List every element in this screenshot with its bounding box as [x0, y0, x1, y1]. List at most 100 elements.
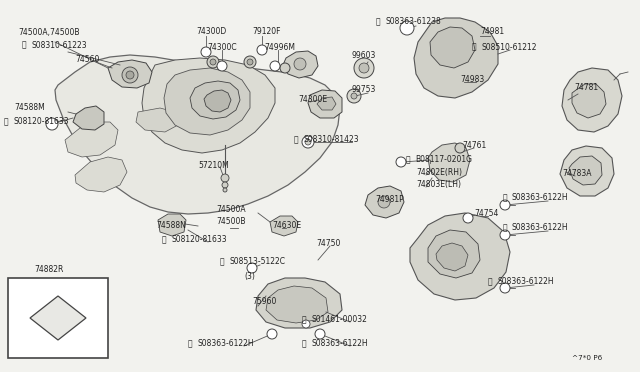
- Circle shape: [294, 58, 306, 70]
- Polygon shape: [428, 143, 470, 182]
- Circle shape: [46, 118, 58, 130]
- Circle shape: [217, 61, 227, 71]
- Circle shape: [378, 196, 390, 208]
- Circle shape: [267, 329, 277, 339]
- Polygon shape: [108, 60, 152, 88]
- Polygon shape: [308, 90, 342, 118]
- Text: 74754: 74754: [474, 208, 499, 218]
- Text: Ⓢ: Ⓢ: [302, 340, 307, 349]
- Polygon shape: [410, 213, 510, 300]
- Polygon shape: [136, 108, 178, 132]
- Circle shape: [396, 157, 406, 167]
- Polygon shape: [256, 278, 342, 328]
- Text: S08120-81633: S08120-81633: [13, 118, 68, 126]
- Text: Ⓢ: Ⓢ: [294, 135, 299, 144]
- Circle shape: [347, 89, 361, 103]
- Text: 74803E(LH): 74803E(LH): [416, 180, 461, 189]
- Text: 99603: 99603: [352, 51, 376, 61]
- Circle shape: [359, 63, 369, 73]
- Text: 74560: 74560: [75, 55, 99, 64]
- Text: S08310-81423: S08310-81423: [303, 135, 358, 144]
- Circle shape: [455, 143, 465, 153]
- Circle shape: [221, 174, 229, 182]
- Circle shape: [354, 58, 374, 78]
- Polygon shape: [75, 157, 127, 192]
- Text: S08363-6122H: S08363-6122H: [512, 193, 568, 202]
- Polygon shape: [572, 84, 606, 118]
- Text: Ⓑ: Ⓑ: [406, 155, 411, 164]
- Text: 74981P: 74981P: [375, 196, 404, 205]
- Polygon shape: [430, 27, 475, 68]
- Text: Ⓢ: Ⓢ: [22, 41, 27, 49]
- Polygon shape: [569, 156, 602, 185]
- Text: S08363-6122H: S08363-6122H: [197, 340, 253, 349]
- Polygon shape: [73, 106, 104, 130]
- Text: 74500A: 74500A: [216, 205, 246, 215]
- Polygon shape: [204, 90, 231, 112]
- Text: 74783A: 74783A: [562, 169, 591, 177]
- Text: Ⓢ: Ⓢ: [376, 17, 381, 26]
- Circle shape: [122, 67, 138, 83]
- Circle shape: [247, 263, 257, 273]
- Polygon shape: [65, 122, 118, 157]
- Circle shape: [257, 45, 267, 55]
- Polygon shape: [560, 146, 614, 196]
- Text: Ⓢ: Ⓢ: [4, 118, 8, 126]
- Text: ^7*0 P6: ^7*0 P6: [572, 355, 602, 361]
- Polygon shape: [436, 243, 468, 271]
- Circle shape: [463, 213, 473, 223]
- Text: 74781: 74781: [574, 83, 598, 93]
- Circle shape: [247, 59, 253, 65]
- Text: S08513-5122C: S08513-5122C: [229, 257, 285, 266]
- Circle shape: [201, 47, 211, 57]
- Text: Ⓢ: Ⓢ: [488, 278, 493, 286]
- Polygon shape: [562, 68, 622, 132]
- Polygon shape: [158, 214, 186, 236]
- Text: S08363-6122H: S08363-6122H: [512, 224, 568, 232]
- Bar: [8, 278, 108, 358]
- Text: 79120F: 79120F: [252, 28, 280, 36]
- Polygon shape: [283, 51, 318, 78]
- Circle shape: [302, 320, 310, 328]
- Circle shape: [280, 63, 290, 73]
- Text: Ⓢ: Ⓢ: [220, 257, 225, 266]
- Circle shape: [500, 200, 510, 210]
- Polygon shape: [142, 58, 275, 153]
- Polygon shape: [55, 55, 340, 214]
- Text: 74802E(RH): 74802E(RH): [416, 169, 462, 177]
- Text: S08310-61223: S08310-61223: [31, 41, 86, 49]
- Polygon shape: [30, 296, 86, 340]
- Circle shape: [126, 71, 134, 79]
- Text: 74500B: 74500B: [216, 218, 246, 227]
- Text: 74588N: 74588N: [156, 221, 186, 230]
- Polygon shape: [266, 286, 328, 323]
- Text: 75960: 75960: [252, 298, 276, 307]
- Text: 74300E: 74300E: [298, 96, 327, 105]
- Circle shape: [210, 59, 216, 65]
- Text: S08120-81633: S08120-81633: [171, 235, 227, 244]
- Text: Ⓢ: Ⓢ: [472, 42, 477, 51]
- Text: 99753: 99753: [352, 86, 376, 94]
- Circle shape: [305, 139, 311, 145]
- Text: Ⓢ: Ⓢ: [302, 315, 307, 324]
- Text: 74981: 74981: [480, 28, 504, 36]
- Text: Ⓢ: Ⓢ: [503, 193, 508, 202]
- Circle shape: [500, 283, 510, 293]
- Circle shape: [270, 61, 280, 71]
- Text: S01461-00032: S01461-00032: [311, 315, 367, 324]
- Text: 74882R: 74882R: [34, 266, 63, 275]
- Polygon shape: [164, 68, 250, 135]
- Text: Ⓢ: Ⓢ: [188, 340, 193, 349]
- Polygon shape: [414, 18, 498, 98]
- Text: Ⓢ: Ⓢ: [503, 224, 508, 232]
- Text: 74750: 74750: [316, 240, 340, 248]
- Circle shape: [207, 56, 219, 68]
- Text: S08363-61238: S08363-61238: [385, 17, 441, 26]
- Circle shape: [302, 136, 314, 148]
- Text: S08363-6122H: S08363-6122H: [311, 340, 367, 349]
- Text: S08510-61212: S08510-61212: [481, 42, 536, 51]
- Circle shape: [315, 329, 325, 339]
- Circle shape: [223, 188, 227, 192]
- Circle shape: [400, 21, 414, 35]
- Circle shape: [351, 93, 357, 99]
